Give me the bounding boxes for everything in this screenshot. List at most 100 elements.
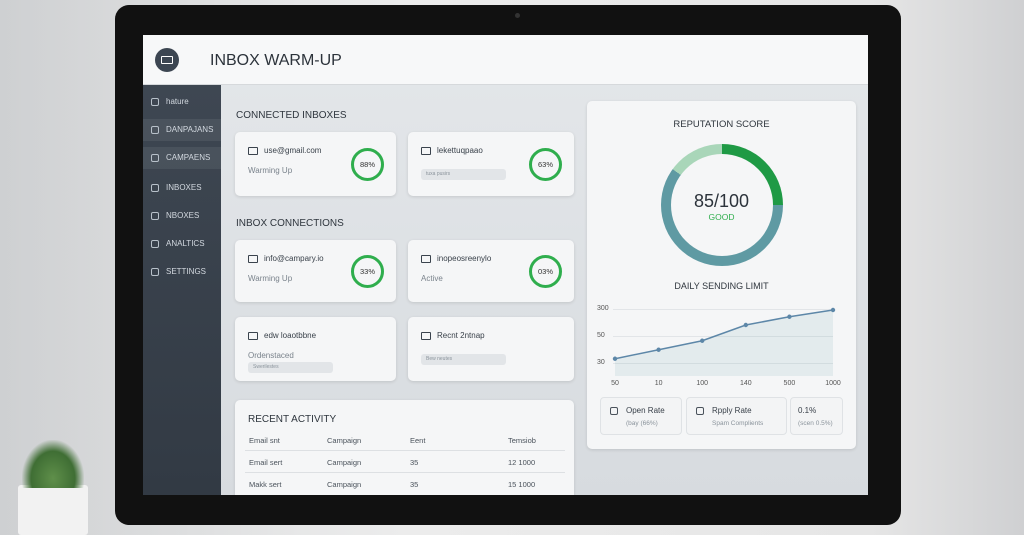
x-axis-label: 10 [654, 380, 663, 387]
metric-box: Rpply Rate Spam Complients [686, 397, 787, 435]
nav-icon [151, 126, 159, 134]
progress-percent: 03% [537, 267, 553, 276]
inbox-card[interactable]: lekettuqpaao tuxa pusirs 63% [408, 132, 574, 196]
nav-item[interactable]: DANPAJANS [143, 119, 221, 141]
nav-icon [151, 98, 159, 106]
metric-label: Open Rate [626, 406, 665, 415]
inbox-status: Ordenstaced [248, 351, 294, 360]
progress-percent: 63% [537, 160, 553, 169]
dropdown-arrow [493, 356, 499, 362]
dropdown[interactable]: Swerilestes [248, 362, 333, 373]
inbox-card[interactable]: Recnt 2ntnap Bew neutes [408, 317, 574, 381]
progress-ring: 63% [529, 148, 562, 181]
metric-label: 0.1% [798, 406, 817, 415]
table-cell: Campaign [327, 480, 362, 489]
x-axis-label: 50 [611, 380, 619, 387]
dropdown-arrow [493, 171, 499, 177]
plant [22, 440, 84, 488]
nav-label: NBOXES [166, 211, 200, 220]
nav-icon [151, 212, 159, 220]
score-gauge-inner [671, 154, 773, 256]
nav-item[interactable]: CAMPAENS [143, 147, 221, 169]
dropdown-text: Swerilestes [253, 364, 279, 370]
nav-label: CAMPAENS [166, 153, 211, 162]
mail-icon [421, 332, 431, 340]
inbox-card[interactable]: use@gmail.com Warming Up 88% [235, 132, 396, 196]
metric-sub: Spam Complients [712, 420, 764, 427]
sending-chart [612, 307, 836, 376]
table-cell: 15 1000 [508, 480, 536, 489]
table-cell: 12 1000 [508, 458, 536, 467]
nav-label: INBOXES [166, 183, 202, 192]
inbox-card[interactable]: info@campary.io Warming Up 33% [235, 240, 396, 302]
dropdown[interactable]: Bew neutes [421, 354, 506, 365]
nav-label: hature [166, 97, 189, 106]
logo-envelope [161, 56, 173, 64]
nav-label: ANALTICS [166, 239, 205, 248]
progress-ring: 88% [351, 148, 384, 181]
nav-icon [151, 268, 159, 276]
nav-icon [151, 184, 159, 192]
mail-icon [248, 255, 258, 263]
table-cell: Makk sert [249, 480, 282, 489]
row-divider [245, 450, 565, 451]
line-point [743, 322, 748, 328]
nav-item[interactable]: ANALTICS [143, 233, 221, 255]
reputation-panel: REPUTATION SCORE 85/100 GOOD DAILY SENDING … [587, 101, 856, 449]
metric-icon [696, 407, 704, 415]
plant-pot [18, 485, 88, 535]
inbox-status: Warming Up [248, 274, 293, 283]
inbox-email: lekettuqpaao [437, 146, 483, 155]
y-axis-label: 30 [597, 359, 605, 366]
column-header: Campaign [327, 436, 362, 445]
row-divider [245, 472, 565, 473]
camera [515, 13, 520, 18]
logo [155, 48, 179, 72]
metric-sub: (bay (66%) [626, 420, 658, 427]
column-header: Email snt [249, 436, 280, 445]
content: CONNECTED INBOXES INBOX CONNECTIONS use@gm… [143, 35, 868, 495]
score-value: 85/100 [693, 191, 750, 211]
column-header: Temsiob [508, 436, 536, 445]
inbox-card[interactable]: edw loaotbbne Ordenstaced Swerilestes [235, 317, 396, 381]
line-point [612, 356, 618, 361]
inbox-status: Active [421, 274, 443, 283]
metric-icon [610, 407, 618, 415]
table-cell: 35 [410, 480, 419, 489]
nav-item[interactable]: NBOXES [143, 205, 221, 227]
panel-title: REPUTATION SCORE [673, 119, 770, 130]
progress-percent: 88% [359, 160, 375, 169]
section-title: CONNECTED INBOXES [236, 110, 347, 121]
line [614, 309, 834, 360]
grid-line [613, 309, 833, 310]
line-area [615, 310, 833, 376]
nav-item[interactable]: SETTINGS [143, 261, 221, 283]
nav-icon [151, 240, 159, 248]
metric-box: Open Rate (bay (66%) [600, 397, 682, 435]
x-axis-label: 1000 [825, 380, 841, 387]
nav-icon [151, 154, 159, 162]
inbox-email: inopeosreenylo [437, 254, 492, 263]
screen: INBOX WARM-UP hature DANPAJANS CAMPAENS INB… [143, 35, 868, 495]
inbox-email: use@gmail.com [264, 146, 322, 155]
dropdown-text: tuxa pusirs [426, 171, 451, 177]
line-point [656, 347, 661, 352]
dropdown[interactable]: tuxa pusirs [421, 169, 506, 180]
recent-activity: RECENT ACTIVITY Email snt Campaign Eent Tems… [235, 400, 574, 495]
nav-item[interactable]: INBOXES [143, 177, 221, 199]
score-rating: GOOD [708, 212, 735, 222]
inbox-card[interactable]: inopeosreenylo Active 03% [408, 240, 574, 302]
grid-line [613, 363, 833, 364]
table-cell: 35 [410, 458, 419, 467]
x-axis-label: 140 [739, 380, 752, 387]
progress-ring: 03% [529, 255, 562, 288]
inbox-status: Warming Up [248, 166, 293, 175]
mail-icon [248, 332, 258, 340]
inbox-email: Recnt 2ntnap [437, 331, 485, 340]
progress-ring: 33% [351, 255, 384, 288]
y-axis-label: 300 [597, 305, 609, 312]
nav-item[interactable]: hature [143, 91, 221, 113]
x-axis-label: 100 [696, 380, 709, 387]
line-point [787, 314, 792, 319]
mail-icon [421, 255, 431, 263]
